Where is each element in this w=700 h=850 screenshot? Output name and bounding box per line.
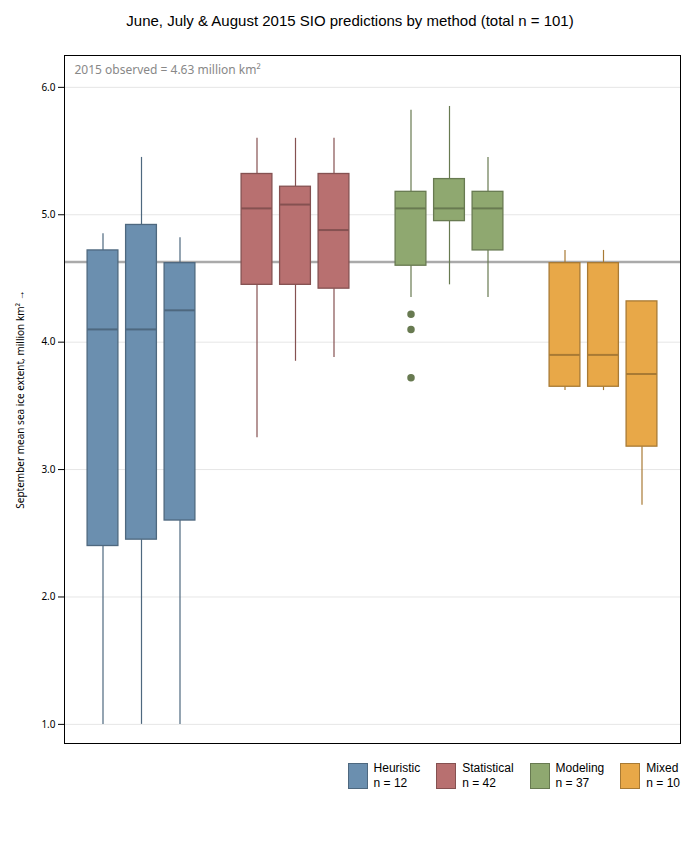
html-text:Mixed n = 10: Mixed n = 10	[646, 761, 680, 790]
svg-text:4.0: 4.0	[41, 334, 55, 348]
svg-text:September mean sea ice extent,: September mean sea ice extent, million k…	[13, 290, 27, 508]
svg-text:2.0: 2.0	[41, 589, 55, 603]
svg-text:3.0: 3.0	[41, 462, 55, 476]
html-text:June, July & August 2015 SIO p: June, July & August 2015 SIO predictions…	[126, 12, 574, 29]
svg-text:1.0: 1.0	[41, 717, 55, 731]
html-text:Statistical n = 42: Statistical n = 42	[462, 761, 514, 790]
html-text:Heuristic n = 12: Heuristic n = 12	[373, 761, 421, 790]
svg-text:6.0: 6.0	[41, 80, 55, 94]
svg-text:5.0: 5.0	[41, 207, 55, 221]
svg-text:2015 observed = 4.63 million k: 2015 observed = 4.63 million km²	[75, 61, 261, 78]
html-text:Modeling n = 37: Modeling n = 37	[555, 761, 605, 790]
